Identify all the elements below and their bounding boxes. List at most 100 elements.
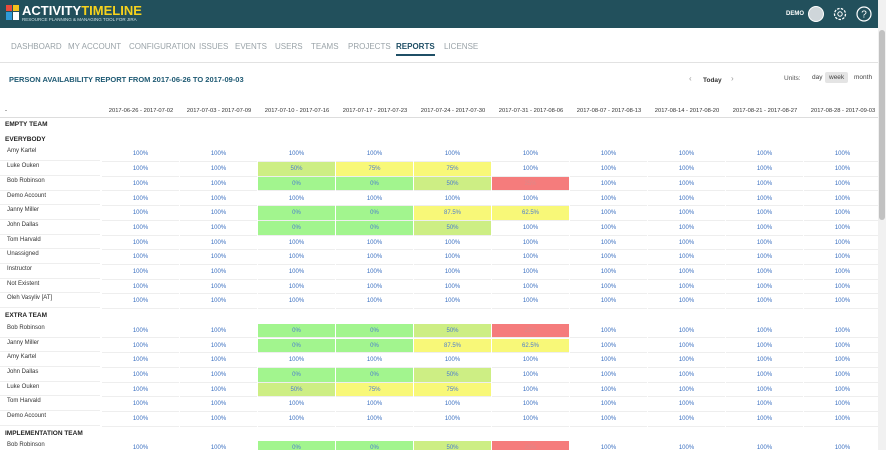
availability-cell: 100% [336, 235, 413, 251]
availability-cell: 100% [258, 353, 335, 368]
person-name: Amy Kartel [7, 148, 37, 155]
availability-cell: 100% [492, 162, 569, 177]
today-button[interactable]: Today [703, 77, 722, 84]
svg-text:?: ? [861, 10, 867, 21]
availability-cell: 100% [648, 265, 725, 280]
availability-cell: 100% [648, 412, 725, 427]
availability-cell: 100% [726, 162, 803, 177]
group-title: EVERYBODY [5, 135, 46, 143]
availability-cell: 100% [102, 397, 179, 412]
availability-cell: 50% [414, 367, 491, 383]
availability-cell: 100% [570, 441, 647, 450]
nav-item[interactable]: ISSUES [199, 42, 229, 51]
nav-item[interactable]: MY ACCOUNT [68, 42, 122, 51]
row-rule [0, 365, 100, 367]
availability-cell: 100% [648, 294, 725, 310]
availability-cell: 100% [492, 220, 569, 236]
availability-cell: 25% [492, 323, 569, 339]
availability-cell: 100% [726, 323, 803, 339]
availability-cell: 100% [726, 147, 803, 163]
availability-cell: 100% [336, 250, 413, 265]
availability-cell: 100% [726, 191, 803, 207]
availability-cell: 100% [492, 250, 569, 265]
user-name[interactable]: DEMO [786, 11, 804, 17]
person-name: Janny Miller [7, 339, 40, 346]
row-rule [0, 395, 100, 397]
help-icon[interactable]: ? [856, 6, 872, 22]
availability-cell: 100% [414, 265, 491, 280]
availability-cell: 100% [180, 397, 257, 412]
scrollbar-thumb[interactable] [879, 30, 885, 220]
nav-item[interactable]: TEAMS [311, 42, 339, 51]
availability-cell: 100% [648, 191, 725, 207]
prev-button[interactable]: ‹ [689, 74, 692, 83]
unit-button[interactable]: week [825, 72, 849, 83]
availability-cell: 75% [336, 382, 413, 398]
logo-tagline: RESOURCE PLANNING & MANAGING TOOL FOR JI… [22, 17, 137, 22]
availability-cell: 100% [336, 412, 413, 427]
availability-cell: 100% [804, 235, 881, 251]
scrollbar-track [878, 0, 886, 450]
availability-cell: 100% [102, 162, 179, 177]
availability-cell: 100% [726, 176, 803, 192]
availability-cell: 100% [492, 412, 569, 427]
nav-item[interactable]: PROJECTS [348, 42, 391, 51]
unit-button[interactable]: month [854, 74, 873, 81]
availability-cell: 100% [648, 162, 725, 177]
nav-item[interactable]: LICENSE [444, 42, 479, 51]
group-title: EXTRA TEAM [5, 312, 48, 320]
availability-cell: 100% [180, 162, 257, 177]
availability-cell: 100% [102, 412, 179, 427]
availability-cell: 100% [726, 265, 803, 280]
availability-cell: 100% [414, 191, 491, 207]
availability-cell: 100% [804, 367, 881, 383]
nav-item[interactable]: CONFIGURATION [129, 42, 196, 51]
availability-cell: 100% [336, 397, 413, 412]
availability-cell: 100% [804, 323, 881, 339]
availability-cell: 0% [258, 441, 335, 450]
nav-item[interactable]: EVENTS [235, 42, 268, 51]
availability-cell: 100% [726, 441, 803, 450]
availability-cell: 62.5% [492, 338, 569, 354]
nav-item[interactable]: USERS [275, 42, 303, 51]
availability-cell: 0% [336, 206, 413, 221]
availability-cell: 100% [726, 397, 803, 412]
availability-cell: 87.5% [414, 206, 491, 221]
next-button[interactable]: › [731, 74, 734, 83]
availability-cell: 100% [258, 294, 335, 310]
availability-cell: 100% [492, 279, 569, 295]
availability-cell: 0% [336, 323, 413, 339]
availability-cell: 100% [648, 382, 725, 398]
availability-cell: 100% [180, 265, 257, 280]
availability-cell: 100% [726, 220, 803, 236]
person-name: Not Existent [7, 280, 40, 287]
availability-cell: 100% [648, 279, 725, 295]
availability-cell: 100% [570, 176, 647, 192]
availability-cell: 100% [102, 265, 179, 280]
nav-item[interactable]: DASHBOARD [11, 42, 62, 51]
availability-cell: 100% [102, 220, 179, 236]
avatar[interactable] [808, 6, 824, 22]
availability-cell: 100% [180, 279, 257, 295]
availability-cell: 100% [102, 250, 179, 265]
unit-button[interactable]: day [812, 74, 823, 81]
column-header: 2017-07-10 - 2017-07-16 [264, 108, 330, 114]
availability-cell: 62.5% [492, 206, 569, 221]
availability-cell: 100% [804, 191, 881, 207]
nav-bar: DASHBOARD MY ACCOUNT CONFIGURATION ISSUES EV… [0, 28, 878, 63]
availability-cell: 100% [570, 265, 647, 280]
availability-cell: 100% [570, 191, 647, 207]
person-name: John Dallas [7, 221, 39, 228]
availability-cell: 100% [648, 235, 725, 251]
availability-cell: 100% [336, 191, 413, 207]
availability-cell: 100% [102, 235, 179, 251]
row-rule [0, 174, 100, 176]
availability-cell: 100% [570, 397, 647, 412]
availability-cell: 100% [492, 367, 569, 383]
availability-cell: 100% [336, 265, 413, 280]
row-rule [0, 424, 100, 426]
report-title: PERSON AVAILABILITY REPORT FROM 2017-06-… [9, 75, 244, 84]
settings-icon[interactable] [832, 6, 848, 22]
availability-cell: 100% [180, 353, 257, 368]
nav-item[interactable]: REPORTS [396, 42, 435, 56]
